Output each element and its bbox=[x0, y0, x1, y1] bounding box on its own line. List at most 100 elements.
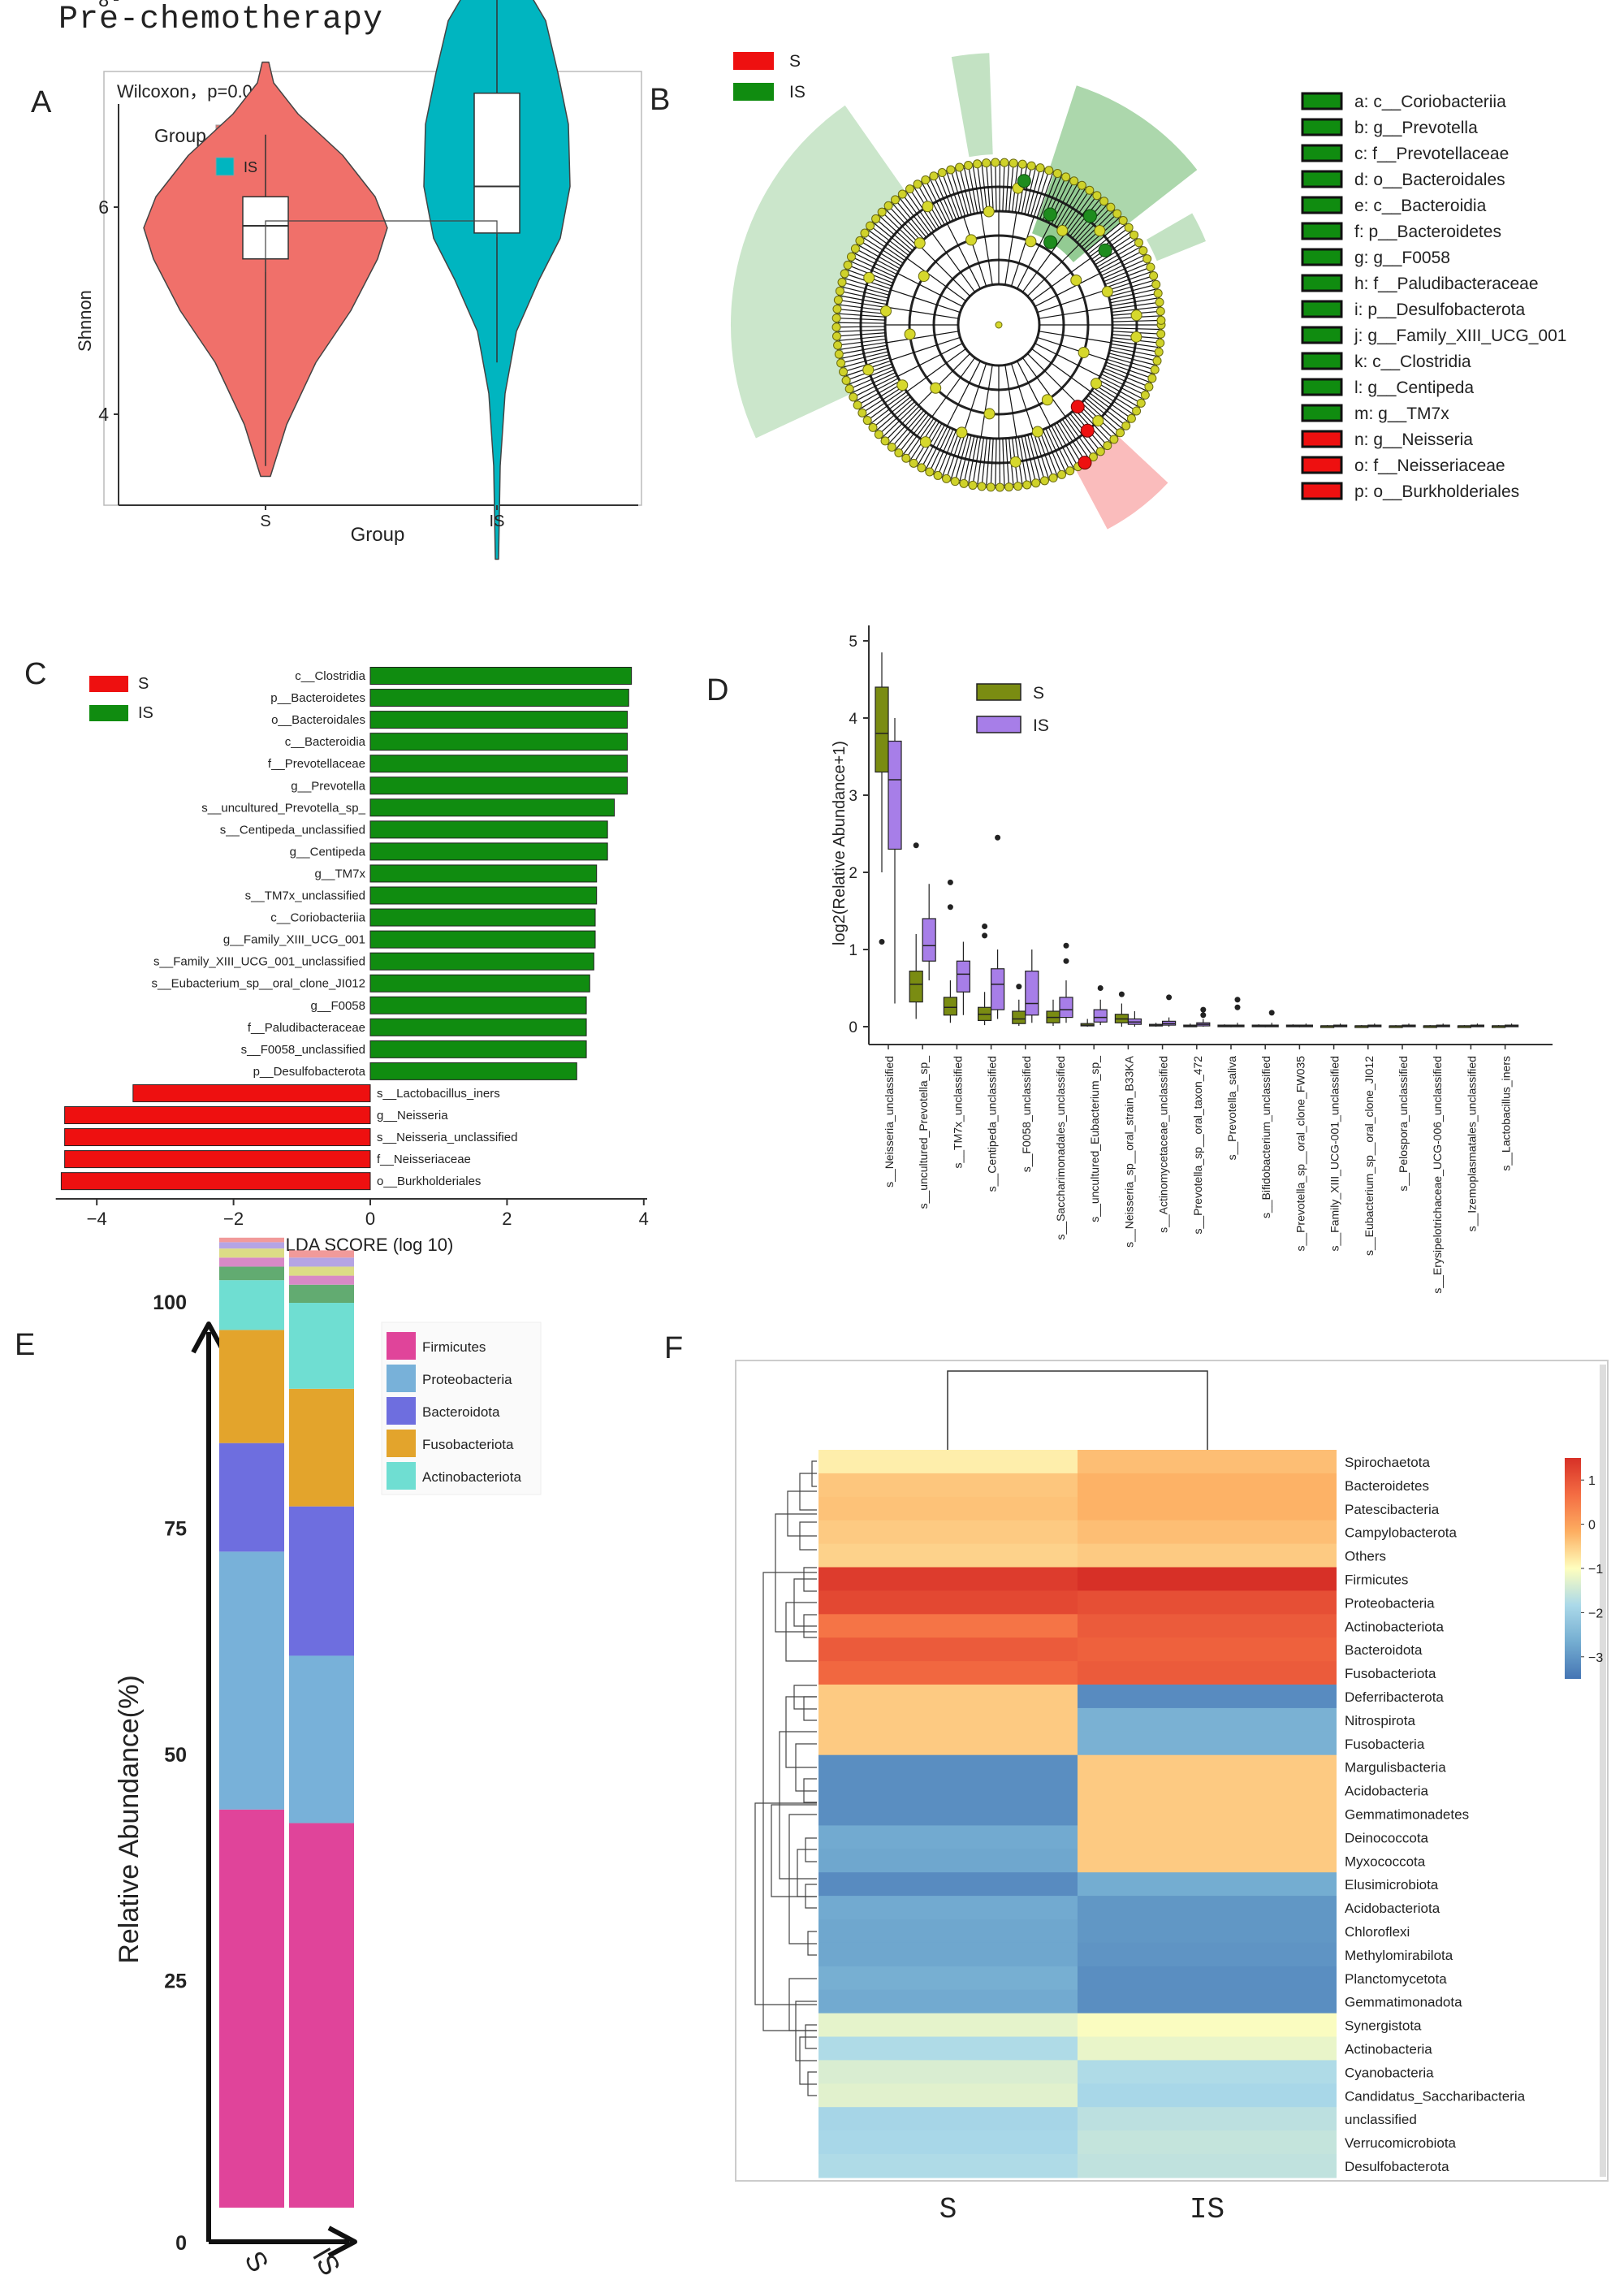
clade-branch bbox=[1051, 425, 1074, 468]
clade-branch bbox=[1034, 343, 1101, 378]
clade-node bbox=[860, 228, 870, 238]
heatmap-row-label: Methylomirabilota bbox=[1345, 1948, 1453, 1963]
legend-swatch bbox=[387, 1332, 416, 1360]
legend-item-s: S bbox=[89, 675, 149, 693]
clade-branch bbox=[1021, 436, 1032, 483]
heatmap-row-label: Candidatus_Saccharibacteria bbox=[1345, 2088, 1526, 2104]
cladogram-legend-item: p: o__Burkholderiales bbox=[1301, 482, 1519, 501]
figure-title: Pre-chemotherapy bbox=[58, 2, 384, 38]
stacked-segment bbox=[219, 1248, 284, 1258]
heatmap-row-label: Desulfobacterota bbox=[1345, 2159, 1449, 2174]
clade-branch bbox=[918, 244, 971, 297]
clade-node bbox=[1126, 413, 1136, 423]
clade-branch bbox=[1021, 167, 1032, 214]
clade-branch bbox=[1108, 284, 1155, 297]
heatmap-cell bbox=[1078, 1754, 1337, 1780]
panel-letter-b: B bbox=[650, 83, 670, 117]
clade-branch bbox=[1077, 208, 1110, 244]
clade-branch bbox=[1093, 387, 1134, 415]
taxon-label: b: g__Prevotella bbox=[1354, 119, 1478, 137]
y-tick-label: 6 bbox=[98, 197, 109, 218]
heatmap-cell bbox=[1078, 2013, 1337, 2038]
clade-branch bbox=[1106, 271, 1151, 288]
heatmap-row-label: Elusimicrobiota bbox=[1345, 1877, 1439, 1893]
box-is bbox=[1093, 1009, 1108, 1023]
clade-branch bbox=[892, 409, 925, 447]
clade-node bbox=[841, 375, 851, 385]
legend-swatch bbox=[387, 1462, 416, 1490]
outlier-point bbox=[982, 932, 988, 939]
clade-branch bbox=[950, 171, 966, 217]
x-tick-label: s__Actinomycetaceae_unclassified bbox=[1157, 1056, 1170, 1233]
outlier-point bbox=[1166, 994, 1173, 1001]
clade-branch bbox=[1031, 348, 1091, 392]
lda-bar bbox=[60, 1172, 371, 1191]
clade-node bbox=[921, 175, 931, 184]
outlier-point bbox=[1016, 984, 1022, 990]
clade-branch bbox=[1091, 231, 1131, 260]
cladogram-legend-item: n: g__Neisseria bbox=[1301, 430, 1473, 449]
x-tick-label: IS bbox=[490, 513, 505, 530]
clade-branch bbox=[977, 437, 985, 485]
clade-branch bbox=[1108, 279, 1154, 294]
clade-highlight-green bbox=[951, 53, 993, 158]
outlier-point bbox=[879, 939, 885, 945]
clade-node bbox=[904, 328, 916, 340]
clade-node bbox=[1151, 279, 1161, 289]
heatmap-cell bbox=[1078, 1450, 1337, 1474]
clade-branch bbox=[977, 165, 985, 213]
clade-node bbox=[840, 269, 849, 279]
box-is bbox=[956, 960, 971, 993]
clade-branch bbox=[1010, 216, 1034, 287]
taxon-label: o: f__Neisseriaceae bbox=[1354, 456, 1505, 475]
clade-node-is bbox=[1082, 209, 1097, 223]
clade-branch bbox=[1093, 235, 1134, 263]
heatmap-cell bbox=[1078, 1989, 1337, 2014]
clade-branch bbox=[838, 313, 886, 318]
clade-node bbox=[1013, 482, 1023, 491]
heatmap-cell bbox=[1078, 1872, 1337, 1897]
clade-branch bbox=[1033, 171, 1049, 218]
legend-label: Firmicutes bbox=[422, 1339, 486, 1355]
clade-node bbox=[1069, 176, 1079, 186]
clade-branch bbox=[1017, 223, 1052, 289]
clade-branch bbox=[853, 257, 896, 278]
heatmap-cell bbox=[1078, 2083, 1337, 2108]
clade-branch bbox=[938, 175, 957, 220]
legend-swatch bbox=[1301, 92, 1343, 110]
clade-branch bbox=[839, 338, 887, 346]
x-tick-label: S bbox=[238, 2246, 274, 2278]
outlier-point bbox=[982, 924, 988, 929]
y-tick-label: 3 bbox=[849, 788, 857, 805]
clade-node bbox=[1130, 309, 1142, 322]
clade-node bbox=[1136, 398, 1146, 408]
clade-branch bbox=[1002, 164, 1005, 212]
clade-branch bbox=[1059, 420, 1086, 461]
lda-bar bbox=[64, 1106, 371, 1124]
heatmap-cell bbox=[818, 1473, 1078, 1498]
clade-node bbox=[835, 286, 844, 296]
clade-branch bbox=[942, 431, 960, 476]
x-tick-label: s__Prevotella_sp__oral_taxon_472 bbox=[1191, 1056, 1204, 1235]
clade-node bbox=[1065, 466, 1075, 476]
clade-branch bbox=[1109, 349, 1156, 361]
x-tick-label: s__Lactobacillus_iners bbox=[1500, 1056, 1513, 1171]
legend-swatch bbox=[89, 705, 128, 721]
box-s bbox=[943, 997, 958, 1016]
clade-node bbox=[1070, 275, 1082, 286]
heatmap-cell bbox=[1078, 2107, 1337, 2131]
heatmap-row-label: Margulisbacteria bbox=[1345, 1760, 1446, 1776]
lda-bar-label: s__Centipeda_unclassified bbox=[220, 823, 365, 837]
heatmap-cell bbox=[1078, 1896, 1337, 1920]
clade-branch bbox=[1102, 370, 1147, 391]
heatmap-cell bbox=[1078, 1966, 1337, 1991]
clade-node bbox=[919, 436, 931, 448]
clade-branch bbox=[896, 272, 963, 307]
outlier-point bbox=[947, 904, 953, 911]
clade-node bbox=[849, 392, 858, 402]
heatmap-cell bbox=[818, 1685, 1078, 1709]
clade-node bbox=[1134, 238, 1144, 248]
legend-swatch bbox=[89, 676, 128, 692]
heatmap-scroll-edge bbox=[1600, 1365, 1606, 2177]
clade-branch bbox=[840, 344, 888, 355]
